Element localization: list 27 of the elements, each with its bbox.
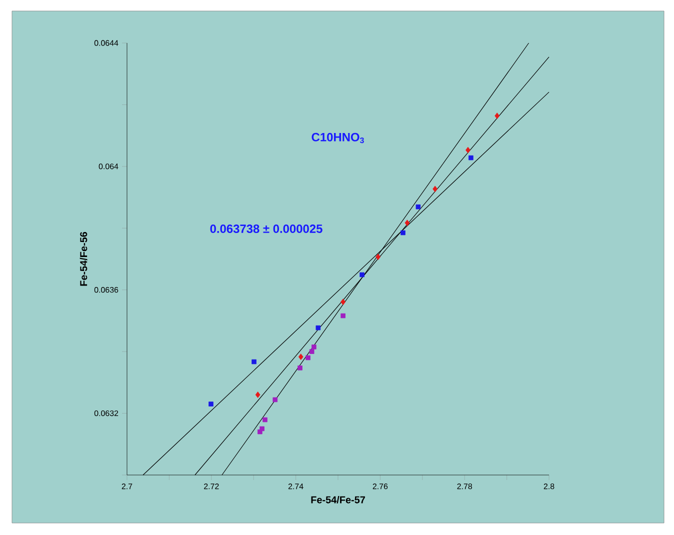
point <box>340 298 346 306</box>
point <box>360 272 364 278</box>
annotation: 0.063738 ± 0.000025 <box>210 224 322 233</box>
point <box>432 186 438 192</box>
point <box>400 230 406 236</box>
point <box>312 344 316 350</box>
point <box>262 417 268 422</box>
point <box>255 392 260 398</box>
point <box>494 112 500 120</box>
point <box>260 426 264 432</box>
y-axis-title: Fe-54/Fe-56 <box>80 232 88 286</box>
point <box>404 220 410 226</box>
point <box>298 366 302 370</box>
point <box>309 349 314 354</box>
point <box>298 354 304 360</box>
point <box>376 254 381 260</box>
annotation: C10HNO$_{3}$ <box>312 132 364 144</box>
point <box>340 313 346 318</box>
point <box>416 204 421 210</box>
point <box>208 402 214 406</box>
x-axis-title: Fe-54/Fe-57 <box>311 496 365 504</box>
point <box>272 397 278 402</box>
point <box>252 359 256 364</box>
point <box>316 325 321 330</box>
point <box>466 146 470 154</box>
point <box>468 155 474 160</box>
point <box>306 355 310 360</box>
